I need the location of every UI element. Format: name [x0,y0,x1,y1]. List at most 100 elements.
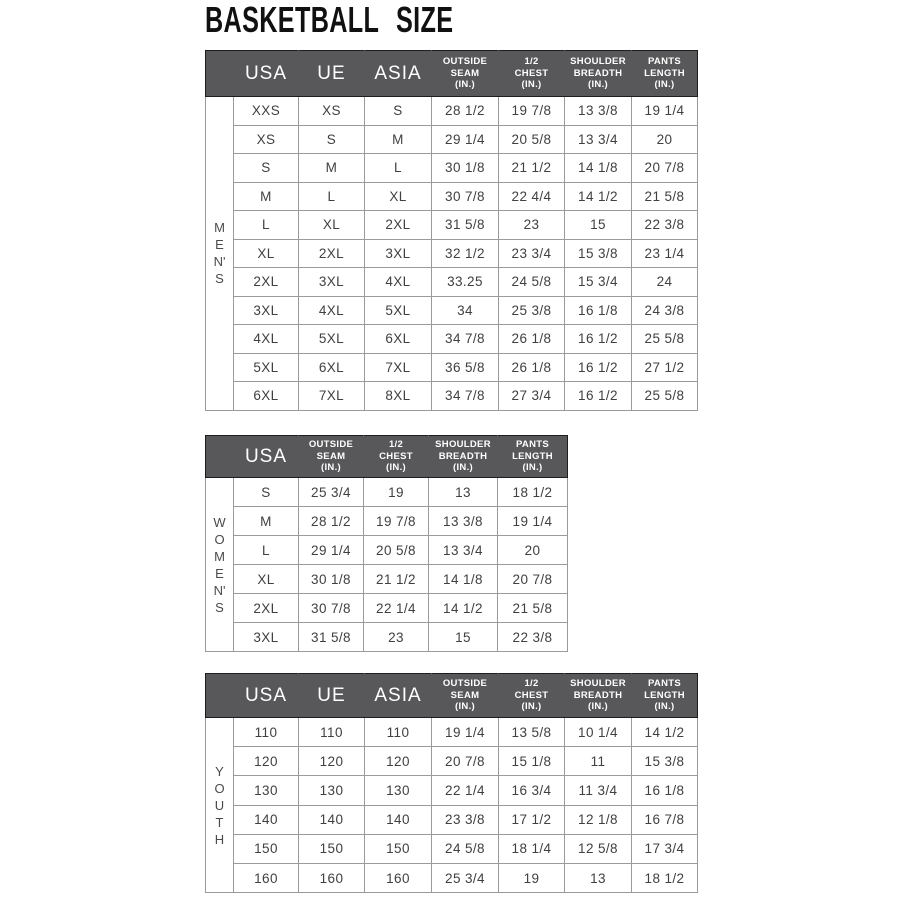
size-cell: M [233,181,299,211]
size-cell: 13 [428,477,498,507]
size-cell: 16 1/8 [564,295,632,325]
mens-section-label-text: M E N' S [213,220,226,287]
size-cell: 24 [631,267,698,297]
womens-size-table: USA OUTSIDE SEAM (IN.) 1/2 CHEST (IN.) SHOU… [205,435,568,652]
size-cell: 29 1/4 [298,535,364,565]
size-cell: L [298,181,365,211]
size-cell: 15 1/8 [498,746,565,777]
size-cell: 5XL [298,324,365,354]
size-cell: 19 1/4 [431,716,499,748]
youth-table-row: 140 140 140 23 3/8 17 1/2 12 1/8 16 7/8 [206,804,698,835]
size-cell: 31 5/8 [431,210,499,240]
size-cell: 34 [431,295,499,325]
youth-section-label-text: Y O U T H [214,763,225,847]
size-cell: M [364,124,432,154]
mens-table-row: XS S M 29 1/4 20 5/8 13 3/4 20 [206,124,698,154]
column-header-shoulder: SHOULDER BREADTH (IN.) [564,50,632,97]
size-cell: 140 [298,804,365,835]
column-header-outside: OUTSIDE SEAM (IN.) [431,50,499,97]
size-cell: 120 [298,746,365,777]
column-header-shoulder: SHOULDER BREADTH (IN.) [564,673,632,718]
size-cell: 14 1/2 [428,593,498,623]
size-cell: 4XL [298,295,365,325]
column-header-ue: UE [298,50,365,97]
youth-table-row: 130 130 130 22 1/4 16 3/4 11 3/4 16 1/8 [206,775,698,806]
size-cell: 19 [498,862,565,894]
size-cell: 18 1/2 [631,862,698,894]
column-header-1-2: 1/2 CHEST (IN.) [498,673,565,718]
size-cell: 140 [364,804,432,835]
size-cell: 160 [364,862,432,894]
womens-table-row: M 28 1/2 19 7/8 13 3/8 19 1/4 [206,506,568,536]
mens-header-row: USA UE ASIA OUTSIDE SEAM (IN.) 1/2 CHEST (IN… [205,50,698,97]
size-cell: 6XL [298,352,365,382]
size-cell: 19 [363,477,429,507]
size-cell: 30 7/8 [298,593,364,623]
size-cell: 160 [298,862,365,894]
size-cell: XL [298,210,365,240]
youth-table-row: 120 120 120 20 7/8 15 1/8 11 15 3/8 [206,746,698,777]
size-cell: 28 1/2 [298,506,364,536]
size-cell: 25 3/4 [431,862,499,894]
size-cell: 18 1/2 [497,477,568,507]
size-cell: 24 3/8 [631,295,698,325]
size-cell: 16 1/2 [564,352,632,382]
size-cell: 27 1/2 [631,352,698,382]
size-cell: XL [364,181,432,211]
size-cell: 13 5/8 [498,716,565,748]
column-header-ue: UE [298,673,365,718]
column-header-asia: ASIA [364,50,432,97]
size-cell: 23 1/4 [631,238,698,268]
column-header-pants: PANTS LENGTH (IN.) [497,435,568,478]
womens-section-label: W O M E N' S [205,477,234,652]
size-cell: 3XL [233,622,299,652]
mens-table-row: L XL 2XL 31 5/8 23 15 22 3/8 [206,210,698,240]
size-cell: 21 5/8 [631,181,698,211]
size-cell: 30 1/8 [298,564,364,594]
mens-table-row: 2XL 3XL 4XL 33.25 24 5/8 15 3/4 24 [206,267,698,297]
size-cell: 27 3/4 [498,381,565,411]
size-cell: 2XL [233,593,299,623]
size-cell: 20 5/8 [363,535,429,565]
column-header-asia: ASIA [364,673,432,718]
column-header-outside: OUTSIDE SEAM (IN.) [298,435,364,478]
page-title: BASKETBALL SIZE [205,0,454,40]
size-cell: 15 3/8 [564,238,632,268]
size-cell: 3XL [364,238,432,268]
size-cell: 5XL [233,352,299,382]
size-cell: XL [233,238,299,268]
size-cell: 23 3/4 [498,238,565,268]
size-cell: 19 7/8 [498,96,565,126]
womens-section-label-text: W O M E N' S [213,514,226,615]
size-cell: 25 3/4 [298,477,364,507]
size-cell: 7XL [298,381,365,411]
youth-table-row: 150 150 150 24 5/8 18 1/4 12 5/8 17 3/4 [206,833,698,864]
size-cell: S [298,124,365,154]
size-cell: 110 [298,716,365,748]
size-cell: XXS [233,96,299,126]
size-cell: 150 [233,833,299,864]
size-cell: 15 [428,622,498,652]
size-cell: 14 1/8 [428,564,498,594]
mens-table-row: M L XL 30 7/8 22 4/4 14 1/2 21 5/8 [206,181,698,211]
youth-section-label: Y O U T H [205,716,234,894]
size-cell: 2XL [364,210,432,240]
size-cell: 12 5/8 [564,833,632,864]
youth-header-row: USA UE ASIA OUTSIDE SEAM (IN.) 1/2 CHEST (IN… [205,673,698,718]
size-cell: 16 1/2 [564,324,632,354]
size-cell: 18 1/4 [498,833,565,864]
size-cell: 20 7/8 [631,153,698,183]
size-cell: 12 1/8 [564,804,632,835]
size-cell: 160 [233,862,299,894]
size-cell: 6XL [364,324,432,354]
mens-table-row: 6XL 7XL 8XL 34 7/8 27 3/4 16 1/2 25 5/8 [206,381,698,411]
size-cell: 14 1/2 [631,716,698,748]
size-cell: 13 3/8 [564,96,632,126]
size-cell: 16 1/8 [631,775,698,806]
size-cell: 10 1/4 [564,716,632,748]
mens-table-row: 3XL 4XL 5XL 34 25 3/8 16 1/8 24 3/8 [206,295,698,325]
size-cell: 19 1/4 [497,506,568,536]
size-cell: 28 1/2 [431,96,499,126]
size-cell: 13 3/4 [564,124,632,154]
size-cell: 25 5/8 [631,381,698,411]
